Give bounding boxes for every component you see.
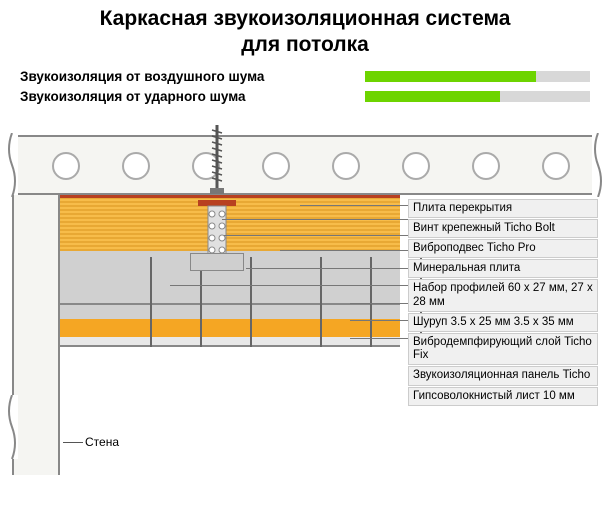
- slab-hole: [52, 152, 80, 180]
- break-right: [592, 133, 604, 197]
- profile-box: [190, 253, 244, 271]
- slab-hole: [402, 152, 430, 180]
- rating-row: Звукоизоляция от ударного шума: [20, 89, 590, 104]
- slab-hole: [332, 152, 360, 180]
- leader-line: [350, 338, 408, 339]
- labels-column: Плита перекрытияВинт крепежный Ticho Bol…: [408, 199, 598, 407]
- label-7: Звукоизоляционная панель Ticho: [408, 366, 598, 385]
- screw-icon: [320, 257, 322, 347]
- rating-label: Звукоизоляция от ударного шума: [20, 89, 365, 104]
- rating-fill: [365, 71, 536, 82]
- screw-icon: [150, 257, 152, 347]
- label-2: Виброподвес Ticho Pro: [408, 239, 598, 258]
- slab-hole: [122, 152, 150, 180]
- slab-hole: [472, 152, 500, 180]
- leader-line: [224, 235, 408, 236]
- rating-bar: [365, 91, 590, 102]
- leader-line: [280, 250, 408, 251]
- label-6: Вибродемпфирующий слой Ticho Fix: [408, 333, 598, 365]
- slab-hole: [542, 152, 570, 180]
- leader-line: [246, 268, 408, 269]
- ratings: Звукоизоляция от воздушного шума Звукоиз…: [0, 69, 610, 125]
- leader-line: [350, 303, 408, 304]
- rating-fill: [365, 91, 500, 102]
- layer-damp: [60, 303, 400, 319]
- label-8: Гипсоволокнистый лист 10 мм: [408, 387, 598, 406]
- leader-line: [222, 219, 408, 220]
- rating-row: Звукоизоляция от воздушного шума: [20, 69, 590, 84]
- slab-hole: [262, 152, 290, 180]
- title-line2: для потолка: [241, 33, 369, 56]
- leader-line: [170, 285, 408, 286]
- break-left: [6, 133, 18, 197]
- wall-label: Стена: [85, 435, 119, 449]
- label-4: Набор профилей 60 х 27 мм, 27 х 28 мм: [408, 279, 598, 311]
- layer-gvl: [60, 337, 400, 347]
- title-line1: Каркасная звукоизоляционная система: [100, 7, 511, 30]
- screw-icon: [370, 257, 372, 347]
- wall: [12, 195, 60, 475]
- label-5: Шуруп 3.5 х 25 мм 3.5 х 35 мм: [408, 313, 598, 332]
- label-3: Минеральная плита: [408, 259, 598, 278]
- label-1: Винт крепежный Ticho Bolt: [408, 219, 598, 238]
- slab: [12, 135, 598, 195]
- leader-line: [350, 320, 408, 321]
- title: Каркасная звукоизоляционная система для …: [0, 0, 610, 69]
- screw-icon: [250, 257, 252, 347]
- leader-line: [300, 205, 408, 206]
- label-0: Плита перекрытия: [408, 199, 598, 218]
- diagram: Плита перекрытияВинт крепежный Ticho Bol…: [0, 125, 610, 495]
- break-wall: [6, 395, 18, 459]
- layer-panel: [60, 319, 400, 337]
- rating-bar: [365, 71, 590, 82]
- rating-label: Звукоизоляция от воздушного шума: [20, 69, 365, 84]
